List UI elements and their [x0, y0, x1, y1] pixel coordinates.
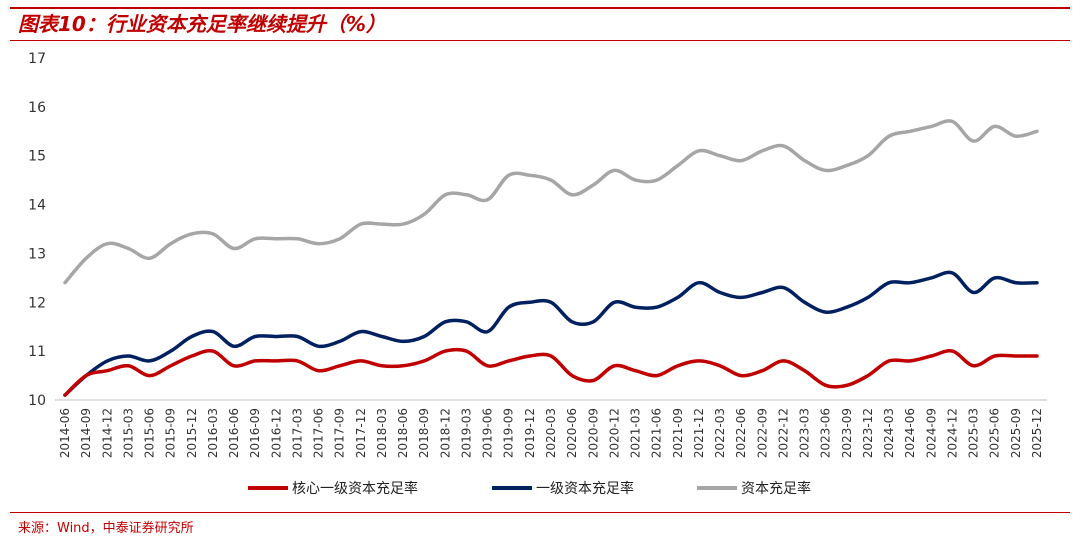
- y-tick-label: 11: [28, 344, 46, 360]
- x-tick-label: 2019-03: [459, 408, 473, 458]
- x-tick-label: 2016-03: [206, 408, 220, 458]
- x-tick-label: 2022-12: [776, 408, 790, 458]
- chart-title: 图表10：行业资本充足率继续提升（%）: [18, 12, 386, 36]
- x-tick-label: 2024-03: [882, 408, 896, 458]
- x-tick-label: 2014-09: [79, 408, 93, 458]
- x-tick-label: 2014-06: [58, 408, 72, 458]
- x-tick-label: 2014-12: [100, 408, 114, 458]
- top-rule: [10, 7, 1070, 9]
- x-tick-label: 2022-09: [755, 408, 769, 458]
- x-tick-label: 2020-03: [544, 408, 558, 458]
- x-tick-label: 2016-12: [269, 408, 283, 458]
- x-tick-label: 2024-12: [945, 408, 959, 458]
- y-tick-label: 16: [28, 100, 46, 116]
- x-tick-label: 2020-12: [607, 408, 621, 458]
- x-tick-label: 2020-06: [565, 408, 579, 458]
- x-tick-label: 2019-12: [523, 408, 537, 458]
- x-tick-label: 2023-12: [861, 408, 875, 458]
- series-lines: [63, 119, 1039, 397]
- x-tick-label: 2025-06: [988, 408, 1002, 458]
- x-tick-label: 2017-06: [312, 408, 326, 458]
- x-tick-label: 2024-06: [903, 408, 917, 458]
- y-tick-label: 13: [28, 246, 46, 262]
- series-line: [63, 119, 1039, 285]
- x-tick-label: 2018-06: [396, 408, 410, 458]
- legend-label: 资本充足率: [741, 480, 811, 497]
- x-tick-label: 2024-09: [924, 408, 938, 458]
- x-tick-label: 2020-09: [586, 408, 600, 458]
- x-tick-label: 2018-03: [375, 408, 389, 458]
- y-tick-label: 17: [28, 51, 46, 67]
- x-tick-label: 2022-06: [734, 408, 748, 458]
- x-tick-label: 2015-09: [164, 408, 178, 458]
- x-tick-label: 2015-06: [143, 408, 157, 458]
- x-tick-label: 2023-09: [840, 408, 854, 458]
- x-tick-label: 2025-03: [967, 408, 981, 458]
- x-tick-label: 2016-06: [227, 408, 241, 458]
- x-tick-label: 2018-09: [417, 408, 431, 458]
- x-tick-label: 2025-09: [1009, 408, 1023, 458]
- x-tick-label: 2017-03: [290, 408, 304, 458]
- legend-label: 核心一级资本充足率: [292, 480, 418, 497]
- x-tick-label: 2018-12: [438, 408, 452, 458]
- x-tick-label: 2023-06: [819, 408, 833, 458]
- x-tick-label: 2017-12: [354, 408, 368, 458]
- x-tick-label: 2023-03: [798, 408, 812, 458]
- series-line: [63, 347, 1039, 397]
- chart-legend: 核心一级资本充足率 一级资本充足率 资本充足率: [248, 480, 811, 497]
- x-tick-label: 2021-06: [650, 408, 664, 458]
- y-tick-label: 14: [28, 198, 46, 214]
- y-tick-label: 10: [28, 393, 46, 409]
- x-tick-label: 2019-09: [502, 408, 516, 458]
- x-tick-label: 2022-03: [713, 408, 727, 458]
- title-rule: [10, 40, 1070, 41]
- x-tick-label: 2015-03: [121, 408, 135, 458]
- x-tick-label: 2019-06: [481, 408, 495, 458]
- series-line: [63, 270, 1039, 397]
- x-axis-ticks: 2014-06 2014-09 2014-12 2015-03 2015-06 2015-…: [58, 408, 1044, 458]
- legend-label: 一级资本充足率: [536, 480, 634, 497]
- x-tick-label: 2021-09: [671, 408, 685, 458]
- bottom-rule: [10, 512, 1070, 513]
- y-axis-ticks: 10 11 12 13 14 15 16 17: [28, 51, 46, 409]
- source-note: 来源：Wind，中泰证券研究所: [18, 521, 194, 536]
- x-tick-label: 2021-03: [629, 408, 643, 458]
- x-tick-label: 2025-12: [1030, 408, 1044, 458]
- x-tick-label: 2017-09: [333, 408, 347, 458]
- x-tick-label: 2016-09: [248, 408, 262, 458]
- x-tick-label: 2015-12: [185, 408, 199, 458]
- y-tick-label: 15: [28, 149, 46, 165]
- x-tick-label: 2021-12: [692, 408, 706, 458]
- y-tick-label: 12: [28, 295, 46, 311]
